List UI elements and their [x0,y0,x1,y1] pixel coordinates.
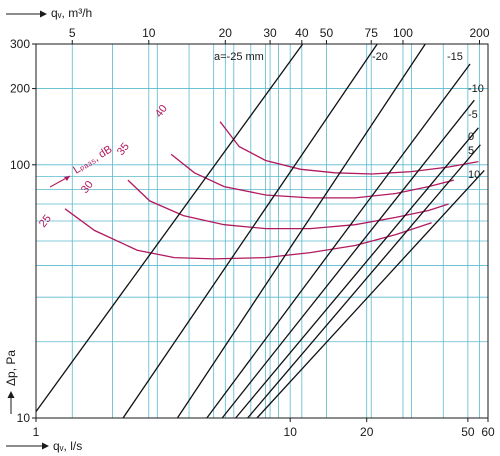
sound-level-curve-30 [127,179,449,230]
damper-line-label: -5 [468,109,478,121]
bottom-axis-ticks: 1 10 20 50 60 [33,418,495,439]
top-tick-label: 50 [320,26,334,40]
y-axis-ticks: 10 100 200 300 [10,37,36,425]
bottom-tick-label: 20 [360,425,374,439]
damper-line-6 [247,144,481,419]
sound-level-title: Lₚₐ₃₅, dB [71,143,114,176]
damper-line-label: 0 [468,131,474,143]
top-axis-ticks: 5 10 20 30 40 50 75 100 200 [69,26,490,44]
bottom-tick-label: 1 [33,425,40,439]
sound-level-label: 25 [37,213,54,230]
damper-line-label: 5 [468,145,474,157]
damper-lines [35,43,485,419]
bottom-tick-label: 60 [481,425,495,439]
damper-line-label: -15 [447,51,463,63]
y-axis-arrowhead [7,391,15,398]
sound-level-label: 35 [115,141,132,158]
top-tick-label: 5 [69,26,76,40]
damper-line-labels: a=-25 mm -20 -15 -10 -5 0 5 10 [214,51,484,181]
sound-level-label: 30 [79,179,96,196]
top-axis-label: qᵥ, m³/h [51,6,92,20]
bottom-tick-label: 10 [284,425,298,439]
bottom-axis-title: qᵥ, l/s [6,439,82,453]
top-axis-title: qᵥ, m³/h [6,6,92,20]
top-axis-arrowhead [40,10,47,18]
y-tick-label: 200 [10,82,30,96]
bottom-axis-label: qᵥ, l/s [53,439,82,453]
sound-level-curves [64,121,479,260]
plot-frame [35,43,489,419]
sound-level-labels: 25 30 35 40 [37,103,170,230]
y-axis-label: Δp, Pa [4,350,18,386]
damper-line-5 [235,127,479,419]
top-tick-label: 10 [142,26,156,40]
damper-line-2 [176,43,426,419]
sound-level-curve-35 [170,153,454,199]
y-tick-label: 300 [10,37,30,51]
y-tick-label: 100 [10,158,30,172]
sound-level-label: 40 [153,103,170,120]
damper-line-1 [122,43,378,419]
bottom-tick-label: 50 [461,425,475,439]
damper-line-label: 10 [468,169,480,181]
y-tick-label: 10 [17,411,31,425]
damper-line-label: -10 [468,83,484,95]
top-tick-label: 200 [469,26,489,40]
top-tick-label: 20 [219,26,233,40]
y-axis-title: Δp, Pa [4,350,18,414]
top-tick-label: 75 [365,26,379,40]
damper-line-3 [206,63,471,419]
top-tick-label: 40 [295,26,309,40]
damper-line-7 [256,170,485,419]
top-tick-label: 100 [393,26,413,40]
damper-line-label: a=-25 mm [214,51,264,63]
damper-line-label: -20 [372,51,388,63]
bottom-axis-arrowhead [42,442,49,450]
damper-line-0 [35,43,304,412]
sound-level-curve-25 [64,208,432,260]
sound-level-curve-40 [219,121,479,175]
sound-level-arrowhead [64,176,70,181]
damper-line-4 [221,99,475,419]
top-tick-label: 30 [263,26,277,40]
